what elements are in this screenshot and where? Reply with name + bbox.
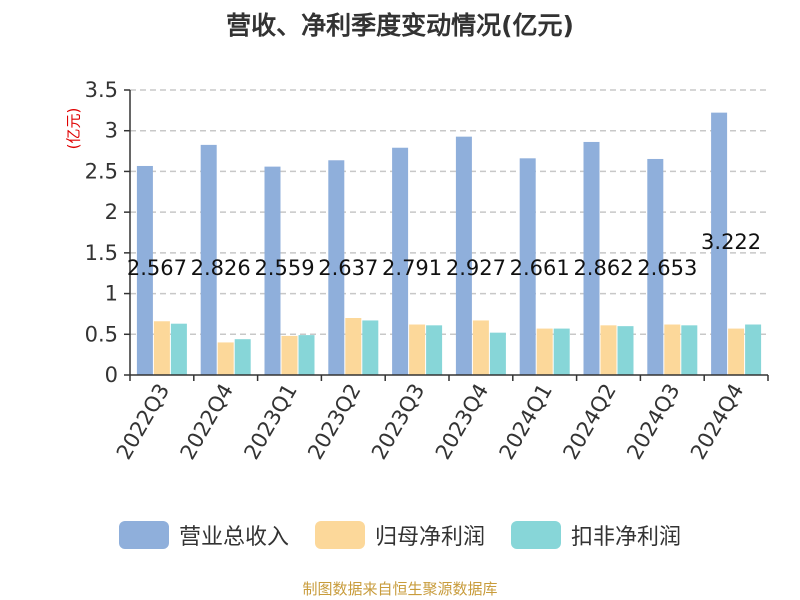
legend-label-net-profit: 归母净利润 (374, 525, 485, 550)
data-label-revenue: 2.567 (127, 256, 187, 280)
data-label-revenue: 2.653 (637, 256, 697, 280)
x-tick-label: 2022Q4 (176, 380, 238, 464)
y-tick-label: 2 (105, 200, 118, 224)
bar-revenue (328, 160, 345, 375)
y-tick-label: 3 (105, 119, 118, 143)
legend-swatch-deducted-profit (511, 521, 561, 549)
data-label-revenue: 2.927 (446, 256, 506, 280)
data-label-revenue: 2.826 (191, 256, 251, 280)
bar-net-profit (217, 342, 234, 375)
bar-deducted-profit (553, 328, 570, 375)
y-tick-label: 1.5 (85, 241, 118, 265)
bar-revenue (583, 141, 600, 375)
x-tick-label: 2022Q3 (112, 380, 174, 464)
legend-item-deducted-profit[interactable]: 扣非净利润 (511, 519, 681, 551)
bar-revenue (136, 165, 153, 375)
bar-deducted-profit (234, 339, 251, 375)
data-label-revenue: 2.559 (254, 256, 314, 280)
bar-net-profit (600, 325, 617, 375)
legend-item-net-profit[interactable]: 归母净利润 (314, 519, 485, 551)
bar-net-profit (472, 320, 489, 375)
data-label-revenue: 2.637 (318, 256, 378, 280)
bar-deducted-profit (426, 325, 443, 375)
x-tick-label: 2024Q4 (686, 380, 748, 464)
bar-revenue (455, 136, 472, 375)
legend-item-revenue[interactable]: 营业总收入 (118, 519, 289, 551)
bar-deducted-profit (617, 326, 634, 375)
data-source-note: 制图数据来自恒生聚源数据库 (302, 580, 498, 598)
x-tick-label: 2024Q2 (558, 380, 620, 464)
bar-deducted-profit (745, 324, 762, 375)
x-tick-label: 2024Q3 (622, 380, 684, 464)
y-tick-label: 0 (105, 363, 118, 387)
bar-net-profit (153, 321, 170, 375)
y-tick-label: 0.5 (85, 322, 118, 346)
y-axis-unit-label: (亿元) (64, 107, 83, 150)
y-tick-label: 3.5 (85, 78, 118, 102)
y-tick-label: 1 (105, 282, 118, 306)
bar-net-profit (728, 328, 745, 375)
bar-net-profit (536, 328, 553, 375)
x-tick-label: 2023Q2 (303, 380, 365, 464)
bar-revenue (392, 147, 409, 375)
x-tick-label: 2023Q1 (239, 380, 301, 464)
bar-revenue (647, 158, 664, 375)
y-tick-label: 2.5 (85, 159, 118, 183)
legend-swatch-revenue (118, 521, 169, 549)
bar-revenue (711, 112, 728, 375)
bar-net-profit (664, 324, 681, 375)
bar-revenue (519, 158, 536, 375)
data-label-revenue: 3.222 (701, 230, 761, 254)
bar-deducted-profit (489, 332, 506, 375)
bar-deducted-profit (298, 335, 315, 375)
bar-deducted-profit (681, 325, 698, 375)
bar-revenue (200, 144, 217, 375)
bar-net-profit (281, 335, 298, 375)
legend-swatch-net-profit (314, 521, 365, 549)
chart-title: 营收、净利季度变动情况(亿元) (226, 11, 574, 40)
legend-label-revenue: 营业总收入 (178, 525, 289, 550)
x-tick-label: 2024Q1 (495, 380, 557, 464)
bar-deducted-profit (170, 323, 187, 375)
data-label-revenue: 2.791 (382, 256, 442, 280)
bar-net-profit (409, 324, 426, 375)
bar-revenue (264, 166, 281, 375)
x-tick-label: 2023Q3 (367, 380, 429, 464)
data-label-revenue: 2.862 (573, 256, 633, 280)
bar-net-profit (345, 318, 362, 375)
x-tick-label: 2023Q4 (431, 380, 493, 464)
data-label-revenue: 2.661 (510, 256, 570, 280)
chart-legend: 营业总收入 归母净利润 扣非净利润 (0, 519, 800, 551)
bar-deducted-profit (362, 320, 379, 375)
legend-label-deducted-profit: 扣非净利润 (571, 525, 682, 550)
